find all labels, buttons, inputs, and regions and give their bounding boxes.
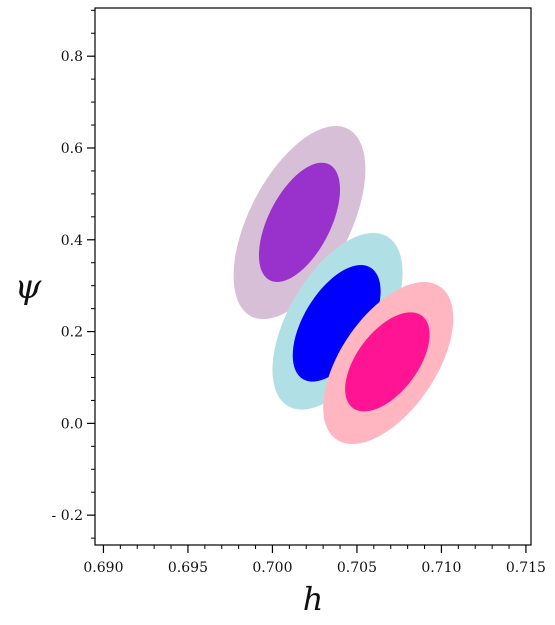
x-tick-label: 0.690 bbox=[83, 560, 123, 576]
x-tick-label: 0.705 bbox=[337, 560, 377, 576]
y-axis: - 0.2 0.0 0.2 0.4 0.6 0.8 bbox=[52, 9, 95, 539]
y-tick-label: 0.2 bbox=[61, 325, 83, 341]
y-tick-label: 0.4 bbox=[61, 233, 83, 249]
contour-inner-1 bbox=[258, 162, 341, 282]
x-axis: 0.690 0.695 0.700 0.705 0.710 0.715 bbox=[83, 545, 546, 576]
contour-layer bbox=[233, 126, 454, 444]
x-axis-label: h bbox=[303, 580, 324, 618]
contour-inner-2 bbox=[292, 265, 381, 382]
plot-frame bbox=[94, 7, 532, 546]
y-tick-label: - 0.2 bbox=[52, 508, 83, 524]
y-tick-label: 0.8 bbox=[61, 49, 83, 65]
contour-inner-3 bbox=[345, 312, 430, 412]
y-tick-label: 0.6 bbox=[61, 141, 83, 157]
x-tick-label: 0.695 bbox=[168, 560, 208, 576]
x-tick-label: 0.715 bbox=[506, 560, 546, 576]
x-tick-label: 0.700 bbox=[252, 560, 292, 576]
y-tick-label: 0.0 bbox=[61, 416, 83, 432]
x-tick-label: 0.710 bbox=[421, 560, 461, 576]
y-axis-label: ψ bbox=[15, 267, 42, 307]
